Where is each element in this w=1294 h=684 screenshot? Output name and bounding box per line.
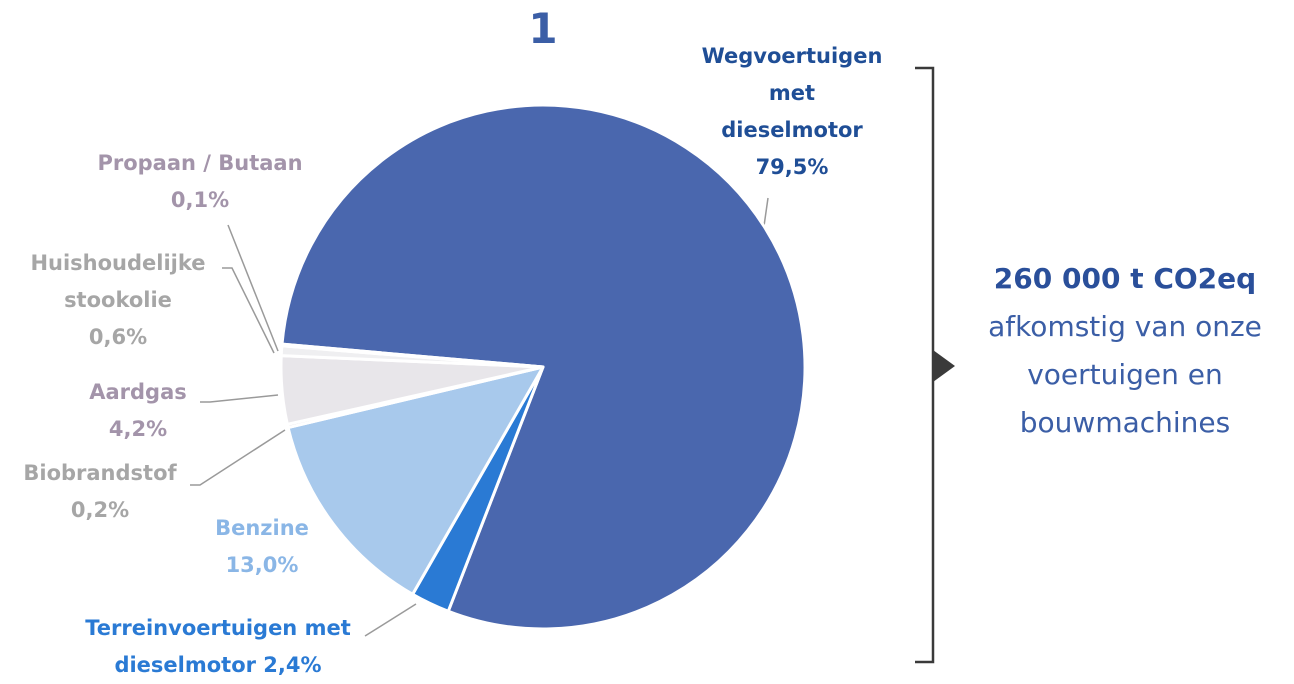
slice-label: Propaan / Butaan 0,1% xyxy=(50,145,350,219)
category-label: Benzine xyxy=(215,516,309,540)
total-text: afkomstig van onze voertuigen en bouwmac… xyxy=(988,310,1262,439)
total-title: 260 000 t CO2eq xyxy=(993,262,1257,295)
slice-label: Benzine 13,0% xyxy=(162,510,362,584)
category-label: Biobrandstof xyxy=(23,461,177,485)
slice-label: Huishoudelijke stookolie 0,6% xyxy=(18,245,218,356)
leader-line xyxy=(763,197,769,227)
leader-lines xyxy=(190,197,769,637)
pie xyxy=(279,103,807,631)
total-box: 260 000 t CO2eq afkomstig van onze voert… xyxy=(955,255,1294,447)
leader-line xyxy=(222,267,275,354)
leader-line xyxy=(364,603,417,637)
value-label: 0,6% xyxy=(88,325,148,349)
leader-line xyxy=(190,429,286,486)
category-label: Huishoudelijke stookolie xyxy=(30,251,206,312)
chart-title: 1 xyxy=(528,4,558,53)
pie-slice xyxy=(286,365,545,596)
slice-label: Biobrandstof 0,2% xyxy=(0,455,200,529)
value-label: 4,2% xyxy=(108,417,168,441)
slice-label: Aardgas 4,2% xyxy=(38,374,238,448)
category-label: Propaan / Butaan xyxy=(97,151,303,175)
category-label: Terreinvoertuigen met xyxy=(85,616,351,640)
leader-line xyxy=(227,224,279,352)
pie-slice xyxy=(280,342,545,369)
category-label: Wegvoertuigen met dieselmotor xyxy=(701,44,883,142)
bracket xyxy=(915,66,935,664)
slice-label: Terreinvoertuigen met dieselmotor 2,4% xyxy=(58,610,378,684)
leader-line xyxy=(200,394,279,403)
value-label: 0,1% xyxy=(170,188,230,212)
value-label: dieselmotor 2,4% xyxy=(114,653,322,677)
bracket-line xyxy=(915,66,935,664)
bracket-arrow xyxy=(933,350,955,382)
value-label: 13,0% xyxy=(225,553,299,577)
value-label: 0,2% xyxy=(70,498,130,522)
slice-label: Wegvoertuigen met dieselmotor 79,5% xyxy=(697,38,887,186)
value-label: 79,5% xyxy=(755,155,829,179)
category-label: Aardgas xyxy=(89,380,187,404)
